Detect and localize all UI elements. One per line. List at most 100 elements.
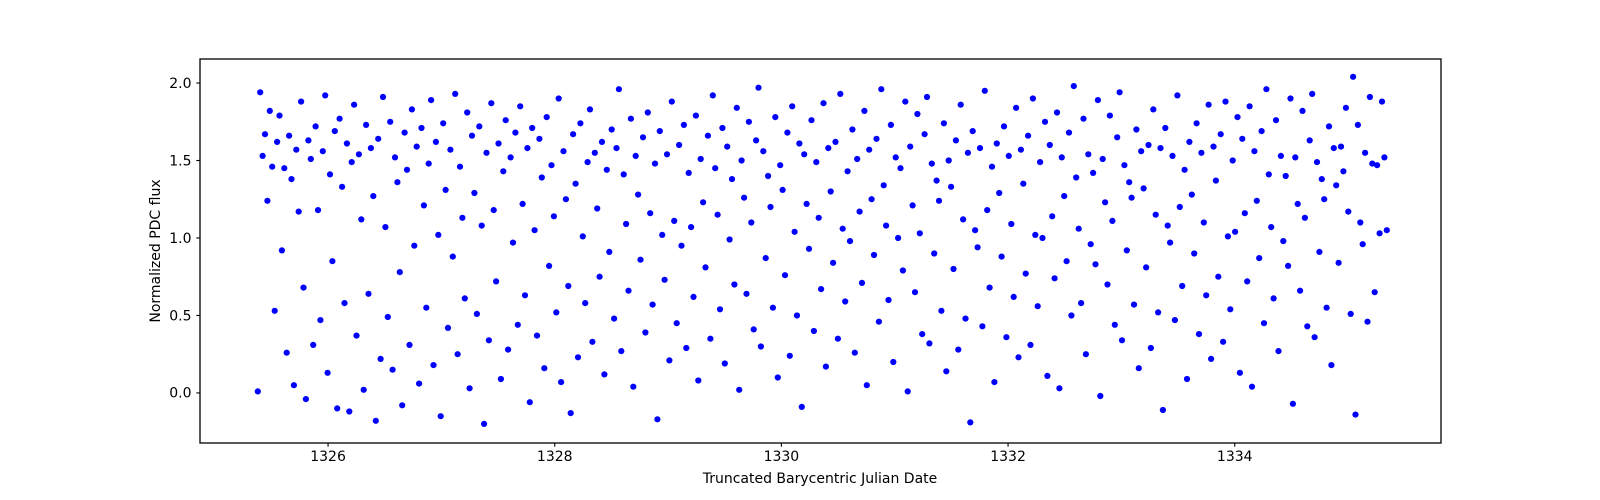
data-point xyxy=(1222,98,1229,105)
data-point xyxy=(656,128,663,135)
data-point xyxy=(420,202,427,209)
data-point xyxy=(466,385,473,392)
data-point xyxy=(1061,193,1068,200)
data-point xyxy=(461,295,468,302)
data-point xyxy=(1159,406,1166,414)
data-point xyxy=(950,265,957,273)
data-point xyxy=(377,355,384,362)
data-point xyxy=(298,98,305,105)
data-point xyxy=(396,269,403,276)
data-point xyxy=(1092,261,1099,268)
data-point xyxy=(432,138,439,145)
data-point xyxy=(550,213,558,220)
data-point xyxy=(1205,101,1212,108)
data-point xyxy=(591,149,598,156)
data-point xyxy=(399,402,406,409)
data-point xyxy=(805,245,813,252)
data-point xyxy=(596,273,603,280)
data-point xyxy=(546,262,553,269)
data-point xyxy=(1287,95,1294,102)
data-point xyxy=(413,143,420,150)
data-point xyxy=(570,131,577,138)
data-point xyxy=(1032,231,1039,238)
data-point xyxy=(1118,337,1126,344)
data-point xyxy=(1347,310,1354,317)
data-point xyxy=(408,106,415,113)
data-point xyxy=(627,115,635,122)
data-point xyxy=(748,219,755,226)
data-point xyxy=(767,203,774,211)
data-point xyxy=(1374,162,1381,169)
data-point xyxy=(562,196,570,203)
data-point xyxy=(1210,143,1217,150)
data-point xyxy=(1058,154,1065,161)
data-point xyxy=(1366,93,1373,101)
data-point xyxy=(370,193,377,200)
data-point xyxy=(1277,152,1284,159)
data-point xyxy=(654,416,661,423)
data-point xyxy=(738,157,745,164)
data-point xyxy=(952,137,960,144)
data-point xyxy=(721,360,728,367)
data-point xyxy=(743,290,750,297)
data-point xyxy=(683,344,690,352)
data-point xyxy=(810,327,818,335)
data-point xyxy=(1299,107,1306,114)
data-point xyxy=(728,176,736,183)
data-point xyxy=(1068,312,1075,319)
data-point xyxy=(998,253,1005,260)
data-point xyxy=(724,143,731,150)
data-point xyxy=(921,131,928,138)
y-tick-label: 1.0 xyxy=(169,231,191,247)
data-point xyxy=(598,138,606,145)
data-point xyxy=(1140,185,1147,192)
data-point xyxy=(1034,303,1041,310)
data-point xyxy=(1220,338,1227,345)
data-point xyxy=(1049,213,1056,220)
data-point xyxy=(948,183,955,190)
data-point xyxy=(1200,219,1207,226)
data-point xyxy=(541,365,548,372)
data-point xyxy=(495,140,502,147)
data-point xyxy=(329,258,336,265)
data-point xyxy=(526,399,533,406)
data-point xyxy=(945,157,952,164)
data-point xyxy=(774,374,781,381)
data-point xyxy=(1143,264,1150,271)
data-point xyxy=(885,296,892,304)
data-point xyxy=(858,279,866,286)
data-point xyxy=(904,388,911,395)
data-point xyxy=(533,332,541,339)
data-point xyxy=(351,101,358,108)
data-point xyxy=(1005,152,1012,159)
data-point xyxy=(613,145,620,152)
data-point xyxy=(447,146,454,153)
data-point xyxy=(772,114,779,121)
data-point xyxy=(509,239,517,246)
data-point xyxy=(695,377,702,384)
data-point xyxy=(777,162,784,169)
data-point xyxy=(1186,138,1193,145)
data-point xyxy=(317,317,324,324)
data-point xyxy=(1013,104,1020,111)
data-point xyxy=(765,172,772,180)
data-point xyxy=(476,123,483,130)
x-tick-label: 1326 xyxy=(310,449,346,465)
data-point xyxy=(887,121,895,128)
data-point xyxy=(1381,154,1388,161)
data-point xyxy=(967,419,974,426)
data-point xyxy=(283,349,290,356)
data-point xyxy=(456,163,464,170)
data-point xyxy=(914,110,921,118)
data-point xyxy=(259,152,266,159)
data-point xyxy=(1126,179,1133,186)
data-point xyxy=(808,117,815,124)
data-point xyxy=(649,301,656,308)
data-point xyxy=(358,216,365,223)
data-point xyxy=(1162,124,1169,132)
data-point xyxy=(579,233,586,240)
data-point xyxy=(974,244,981,251)
data-point xyxy=(957,101,964,108)
data-point xyxy=(531,227,538,234)
data-point xyxy=(601,371,608,378)
